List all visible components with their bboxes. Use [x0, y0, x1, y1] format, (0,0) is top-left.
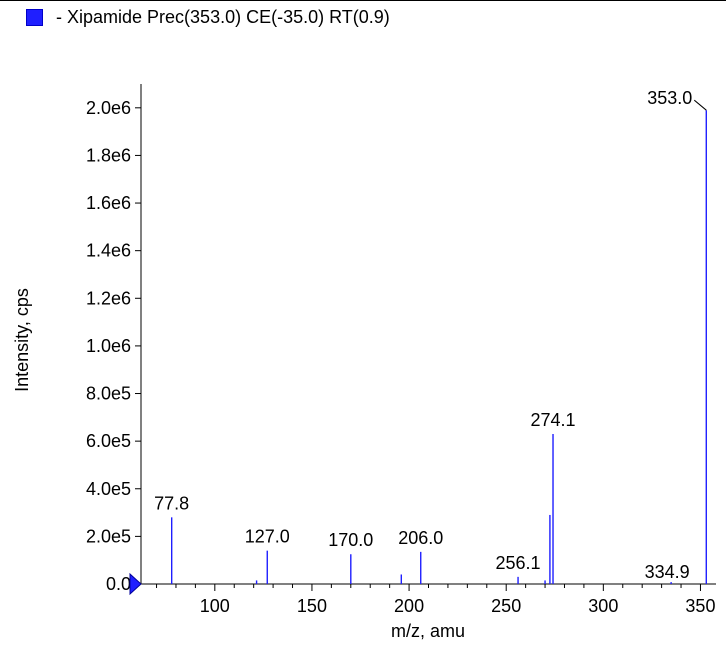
peak-leader: [693, 99, 707, 111]
peak-label: 353.0: [647, 88, 692, 108]
x-axis-label: m/z, amu: [391, 621, 465, 641]
x-tick-label: 200: [394, 596, 424, 616]
y-tick-label: 8.0e5: [86, 384, 131, 404]
peak-label: 127.0: [245, 527, 290, 547]
y-tick-label: 1.6e6: [86, 193, 131, 213]
peaks: [170, 110, 707, 584]
y-axis-label: Intensity, cps: [12, 288, 32, 392]
x-tick-label: 100: [200, 596, 230, 616]
y-tick-label: 2.0e6: [86, 98, 131, 118]
peak-label: 170.0: [328, 530, 373, 550]
x-tick-label: 300: [588, 596, 618, 616]
y-tick-label: 4.0e5: [86, 479, 131, 499]
peak-label: 334.9: [645, 562, 690, 582]
axes: [140, 84, 716, 585]
peak-label: 256.1: [496, 553, 541, 573]
peak-label: 206.0: [398, 528, 443, 548]
x-ticks: 100 150 200 250 300 350: [156, 584, 715, 616]
x-tick-label: 250: [491, 596, 521, 616]
peak-label: 274.1: [530, 410, 575, 430]
x-tick-label: 350: [685, 596, 715, 616]
y-ticks: 0.0 2.0e5 4.0e5 6.0e5 8.0e5 1.0e6 1.2e6 1.4e6 1.…: [86, 98, 141, 594]
x-tick-label: 150: [297, 596, 327, 616]
y-tick-label: 2.0e5: [86, 526, 131, 546]
y-tick-label: 1.4e6: [86, 241, 131, 261]
y-tick-label: 1.2e6: [86, 288, 131, 308]
x-axis-marker: [129, 572, 142, 596]
y-tick-label: 6.0e5: [86, 431, 131, 451]
y-tick-label: 1.8e6: [86, 145, 131, 165]
y-tick-label: 0.0: [106, 574, 131, 594]
chart-title: - Xipamide Prec(353.0) CE(-35.0) RT(0.9): [56, 7, 390, 27]
peak-labels: 77.8 127.0 170.0 206.0 256.1 274.1 334.9 353.0: [154, 88, 707, 582]
top-border: [0, 0, 726, 1]
y-tick-label: 1.0e6: [86, 336, 131, 356]
legend-swatch: [26, 9, 43, 26]
peak-label: 77.8: [154, 493, 189, 513]
